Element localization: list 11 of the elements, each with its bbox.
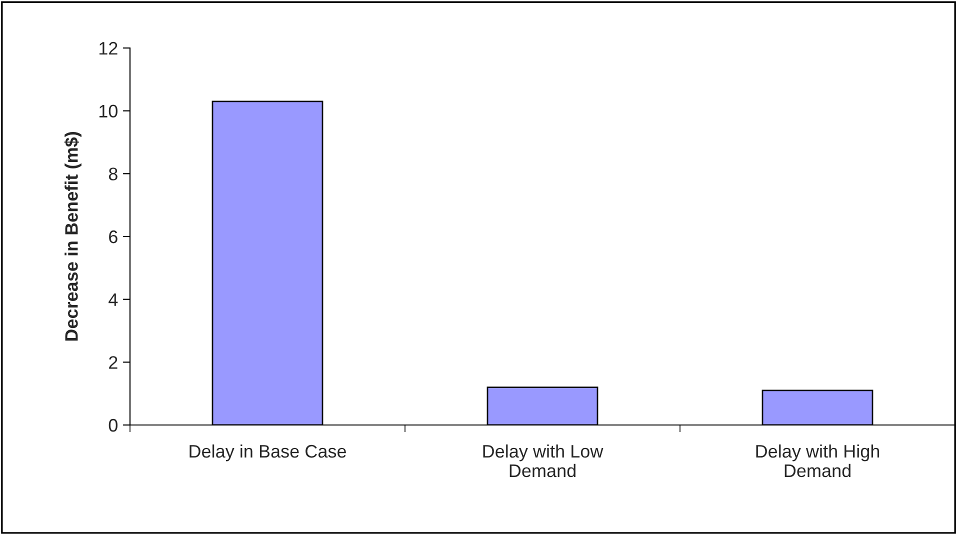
y-axis-title: Decrease in Benefit (m$) [64, 132, 82, 341]
y-tick-label: 6 [109, 230, 118, 244]
x-tick-label: Delay in Base Case [190, 444, 346, 462]
y-tick-label: 0 [108, 418, 118, 432]
y-tick-label: 2 [109, 356, 118, 369]
y-tick-label: 12 [99, 42, 118, 55]
y-tick-label: 4 [108, 293, 118, 306]
x-tick-label: Delay with High Demand [756, 444, 880, 478]
x-tick-label: Delay with Low Demand [483, 444, 604, 478]
y-tick-label: 8 [108, 168, 118, 180]
y-tick-label: 10 [99, 104, 118, 118]
